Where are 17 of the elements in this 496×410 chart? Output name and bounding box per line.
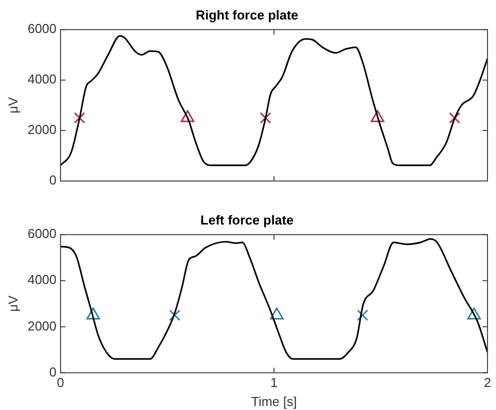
- x-tick-label: 2: [484, 375, 492, 390]
- y-axis-title: μV: [5, 96, 20, 114]
- chart-title: Left force plate: [200, 212, 294, 228]
- y-tick-label: 2000: [28, 122, 57, 138]
- y-tick-label: 6000: [28, 21, 57, 36]
- y-tick-label: 0: [49, 172, 57, 188]
- y-tick-label: 4000: [28, 72, 57, 87]
- y-tick-label: 0: [49, 364, 57, 380]
- y-tick-label: 4000: [28, 272, 57, 288]
- y-tick-label: 6000: [28, 226, 57, 242]
- x-axis-title: Time [s]: [251, 394, 297, 409]
- x-tick-label: 1: [270, 375, 278, 390]
- y-tick-label: 2000: [28, 318, 57, 334]
- y-axis-title: μV: [5, 295, 20, 312]
- chart-title: Right force plate: [196, 7, 298, 22]
- line-series: [60, 238, 488, 360]
- line-series: [60, 35, 488, 166]
